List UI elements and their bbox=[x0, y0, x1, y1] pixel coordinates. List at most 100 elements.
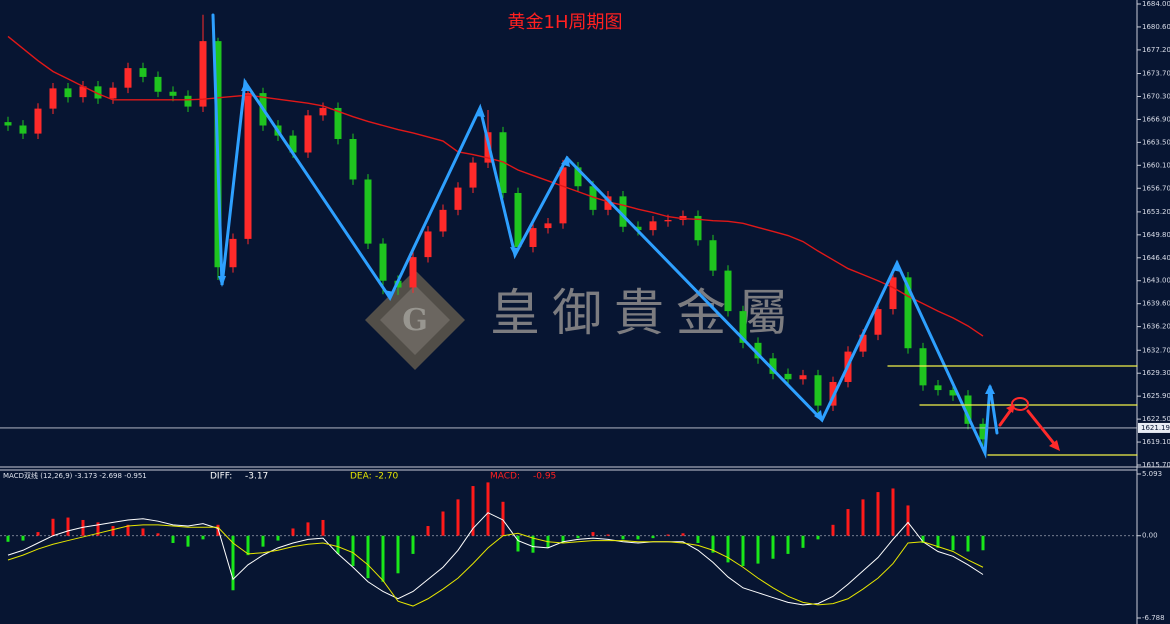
candle-body bbox=[919, 348, 927, 386]
histogram-bar bbox=[756, 535, 760, 564]
histogram-bar bbox=[246, 535, 250, 556]
candle-body bbox=[289, 135, 297, 153]
histogram-bar bbox=[516, 535, 520, 552]
histogram-bar bbox=[156, 533, 160, 536]
histogram-bar bbox=[636, 535, 640, 540]
histogram-bar bbox=[621, 535, 625, 540]
histogram-bar bbox=[651, 535, 655, 539]
histogram-bar bbox=[276, 535, 280, 541]
histogram-bar bbox=[321, 519, 325, 536]
candle-body bbox=[559, 167, 567, 224]
histogram-bar bbox=[381, 535, 385, 582]
histogram-bar bbox=[741, 535, 745, 567]
legend-label: DEA: bbox=[350, 472, 372, 482]
histogram-bar bbox=[126, 524, 130, 536]
histogram-bar bbox=[81, 519, 85, 536]
candle-body bbox=[349, 138, 357, 180]
plot-area bbox=[0, 14, 1137, 607]
histogram-bar bbox=[471, 486, 475, 536]
histogram-bar bbox=[891, 488, 895, 536]
candle-body bbox=[619, 196, 627, 227]
candle-body bbox=[859, 334, 867, 352]
candle-body bbox=[4, 122, 12, 126]
histogram-bar bbox=[876, 492, 880, 536]
histogram-bar bbox=[486, 482, 490, 536]
watermark: 皇御貴金屬 bbox=[490, 284, 800, 342]
candle-body bbox=[169, 91, 177, 96]
histogram-bar bbox=[456, 499, 460, 536]
candle-body bbox=[604, 196, 612, 210]
histogram-bar bbox=[6, 535, 10, 542]
y-tick-label: -6.788 bbox=[1142, 614, 1165, 622]
histogram-bar bbox=[531, 535, 535, 553]
histogram-bar bbox=[831, 524, 835, 536]
histogram-bar bbox=[906, 505, 910, 536]
histogram-bar bbox=[966, 535, 970, 552]
candle-body bbox=[229, 238, 237, 268]
candle-body bbox=[634, 226, 642, 231]
histogram-bar bbox=[51, 518, 55, 536]
histogram-bar bbox=[591, 532, 595, 536]
y-tick-label: 1677.20 bbox=[1142, 46, 1170, 54]
candle-body bbox=[364, 179, 372, 244]
candle-body bbox=[34, 108, 42, 134]
candle-body bbox=[529, 228, 537, 247]
histogram-bar bbox=[951, 535, 955, 551]
candle-body bbox=[409, 257, 417, 288]
histogram-bar bbox=[366, 535, 370, 579]
candle-body bbox=[544, 223, 552, 229]
y-tick-label: 1666.90 bbox=[1142, 115, 1170, 123]
candle-body bbox=[514, 192, 522, 247]
candle-body bbox=[424, 231, 432, 258]
candle-body bbox=[244, 93, 252, 239]
histogram-bar bbox=[66, 517, 70, 536]
histogram-bar bbox=[711, 535, 715, 553]
y-tick-label: 1639.60 bbox=[1142, 300, 1170, 308]
histogram-bar bbox=[921, 535, 925, 544]
histogram-bar bbox=[981, 535, 985, 551]
histogram-bar bbox=[396, 535, 400, 574]
candle-body bbox=[139, 68, 147, 77]
histogram-bar bbox=[216, 524, 220, 536]
indicator-label: MACD双线 (12,26,9) -3.173 -2.698 -0.951 bbox=[3, 471, 147, 480]
y-tick-label: 1632.70 bbox=[1142, 346, 1170, 354]
histogram-bar bbox=[186, 535, 190, 547]
histogram-bar bbox=[816, 535, 820, 540]
candle-body bbox=[94, 86, 102, 99]
legend-value: -0.95 bbox=[533, 472, 556, 482]
last-price-box bbox=[1138, 422, 1170, 433]
candle-body bbox=[184, 95, 192, 107]
candle-body bbox=[964, 395, 972, 424]
y-tick-label: 1615.70 bbox=[1142, 461, 1170, 469]
candle-body bbox=[649, 221, 657, 231]
histogram-bar bbox=[666, 534, 670, 536]
y-tick-label: 1649.80 bbox=[1142, 231, 1170, 239]
legend-label: MACD: bbox=[490, 472, 520, 482]
trend-annotations bbox=[211, 13, 1138, 459]
histogram-bar bbox=[261, 535, 265, 547]
candle-body bbox=[889, 277, 897, 310]
y-tick-label: 1660.10 bbox=[1142, 161, 1170, 169]
histogram-bar bbox=[411, 535, 415, 554]
candle-body bbox=[934, 385, 942, 391]
y-tick-label: 1680.60 bbox=[1142, 23, 1170, 31]
indicator-line bbox=[7, 524, 984, 607]
histogram-bar bbox=[441, 511, 445, 536]
candle-body bbox=[154, 76, 162, 92]
candle-body bbox=[49, 88, 57, 109]
candle-body bbox=[334, 107, 342, 139]
y-tick-label: 1670.30 bbox=[1142, 92, 1170, 100]
y-tick-label: 1629.30 bbox=[1142, 369, 1170, 377]
histogram-bar bbox=[306, 522, 310, 536]
candle-body bbox=[79, 86, 87, 98]
histogram-bar bbox=[576, 535, 580, 539]
histogram-bar bbox=[351, 535, 355, 567]
candle-body bbox=[124, 68, 132, 88]
histogram-bar bbox=[936, 535, 940, 548]
y-tick-label: 1622.50 bbox=[1142, 415, 1170, 423]
candle-body bbox=[589, 186, 597, 210]
legend-value: -2.70 bbox=[375, 472, 399, 482]
histogram-bar bbox=[606, 534, 610, 536]
y-tick-label: 1663.50 bbox=[1142, 138, 1170, 146]
candle-body bbox=[694, 215, 702, 241]
